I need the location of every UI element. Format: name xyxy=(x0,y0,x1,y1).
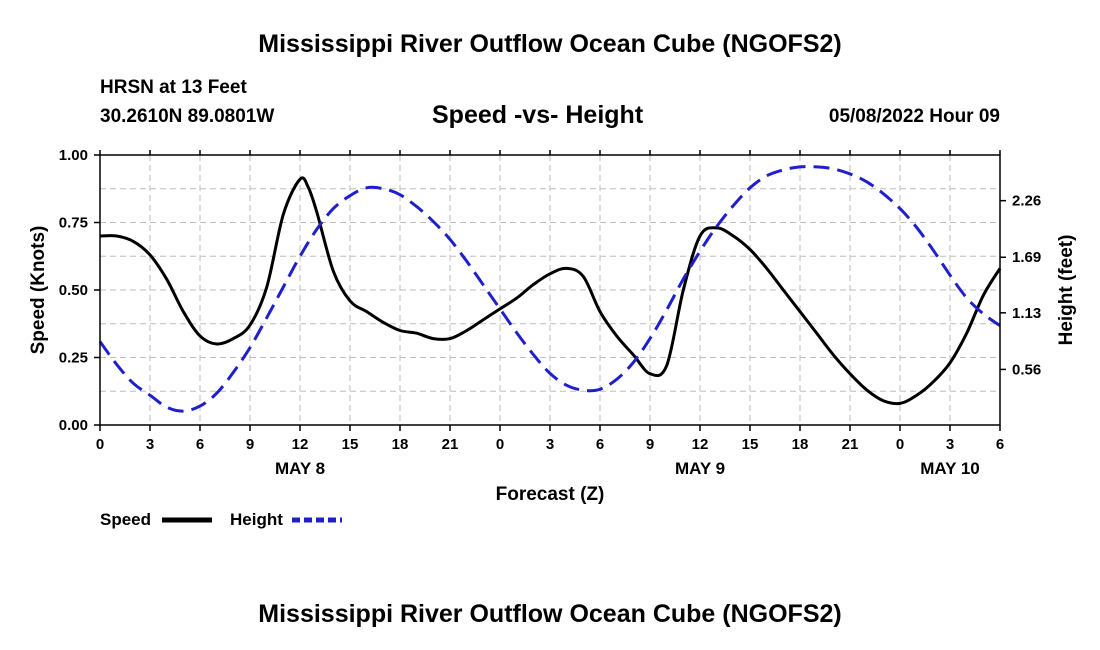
x-tick-label: 9 xyxy=(646,436,654,453)
x-tick-label: 6 xyxy=(196,436,204,453)
x-tick-label: 3 xyxy=(146,436,154,453)
x-tick-label: 21 xyxy=(442,436,459,453)
x-tick-label: 12 xyxy=(292,436,309,453)
date-label: MAY 8 xyxy=(275,459,325,478)
x-tick-label: 18 xyxy=(392,436,409,453)
y2-tick-label: 1.13 xyxy=(1012,305,1041,322)
forecast-datetime: 05/08/2022 Hour 09 xyxy=(828,106,1000,127)
speed-series-line xyxy=(99,176,1002,406)
x-tick-label: 6 xyxy=(996,436,1004,453)
grid xyxy=(100,155,1000,425)
x-tick-label: 0 xyxy=(496,436,504,453)
height-series-line xyxy=(98,165,1001,413)
x-tick-label: 0 xyxy=(896,436,904,453)
x-tick-label: 18 xyxy=(792,436,809,453)
y-tick-label: 0.75 xyxy=(59,215,88,232)
legend-height-label: Height xyxy=(230,510,283,529)
x-tick-label: 9 xyxy=(246,436,254,453)
series-layer xyxy=(98,165,1002,413)
station-label: HRSN at 13 Feet xyxy=(100,77,247,98)
y2-tick-label: 1.69 xyxy=(1012,249,1041,266)
legend: Speed Height xyxy=(100,510,342,529)
date-label: MAY 9 xyxy=(675,459,725,478)
ticks xyxy=(94,150,1006,431)
y-tick-label: 1.00 xyxy=(59,147,88,164)
date-label: MAY 10 xyxy=(920,459,980,478)
y2-tick-label: 0.56 xyxy=(1012,361,1041,378)
x-tick-label: 15 xyxy=(342,436,359,453)
x-tick-label: 21 xyxy=(842,436,859,453)
tick-labels: 0 3 6 9 12 15 18 21 0 3 6 9 12 15 18 21 0 3 6 MAY 8 MAY 9 MAY… xyxy=(59,147,1041,478)
x-tick-label: 3 xyxy=(546,436,554,453)
y2-axis-label: Height (feet) xyxy=(1056,235,1077,346)
x-tick-label: 15 xyxy=(742,436,759,453)
footer-title: Mississippi River Outflow Ocean Cube (NG… xyxy=(258,600,842,628)
station-coordinates: 30.2610N 89.0801W xyxy=(100,106,275,127)
x-tick-label: 3 xyxy=(946,436,954,453)
page-title: Mississippi River Outflow Ocean Cube (NG… xyxy=(258,30,842,58)
x-axis-label: Forecast (Z) xyxy=(496,484,605,505)
legend-speed-label: Speed xyxy=(100,510,151,529)
x-tick-label: 0 xyxy=(96,436,104,453)
y-tick-label: 0.25 xyxy=(59,350,88,367)
y-tick-label: 0.50 xyxy=(59,282,88,299)
x-tick-label: 6 xyxy=(596,436,604,453)
y2-tick-label: 2.26 xyxy=(1012,193,1041,210)
x-tick-label: 12 xyxy=(692,436,709,453)
y-tick-label: 0.00 xyxy=(59,417,88,434)
y-axis-label: Speed (Knots) xyxy=(28,226,49,355)
chart-title: Speed -vs- Height xyxy=(432,101,644,129)
